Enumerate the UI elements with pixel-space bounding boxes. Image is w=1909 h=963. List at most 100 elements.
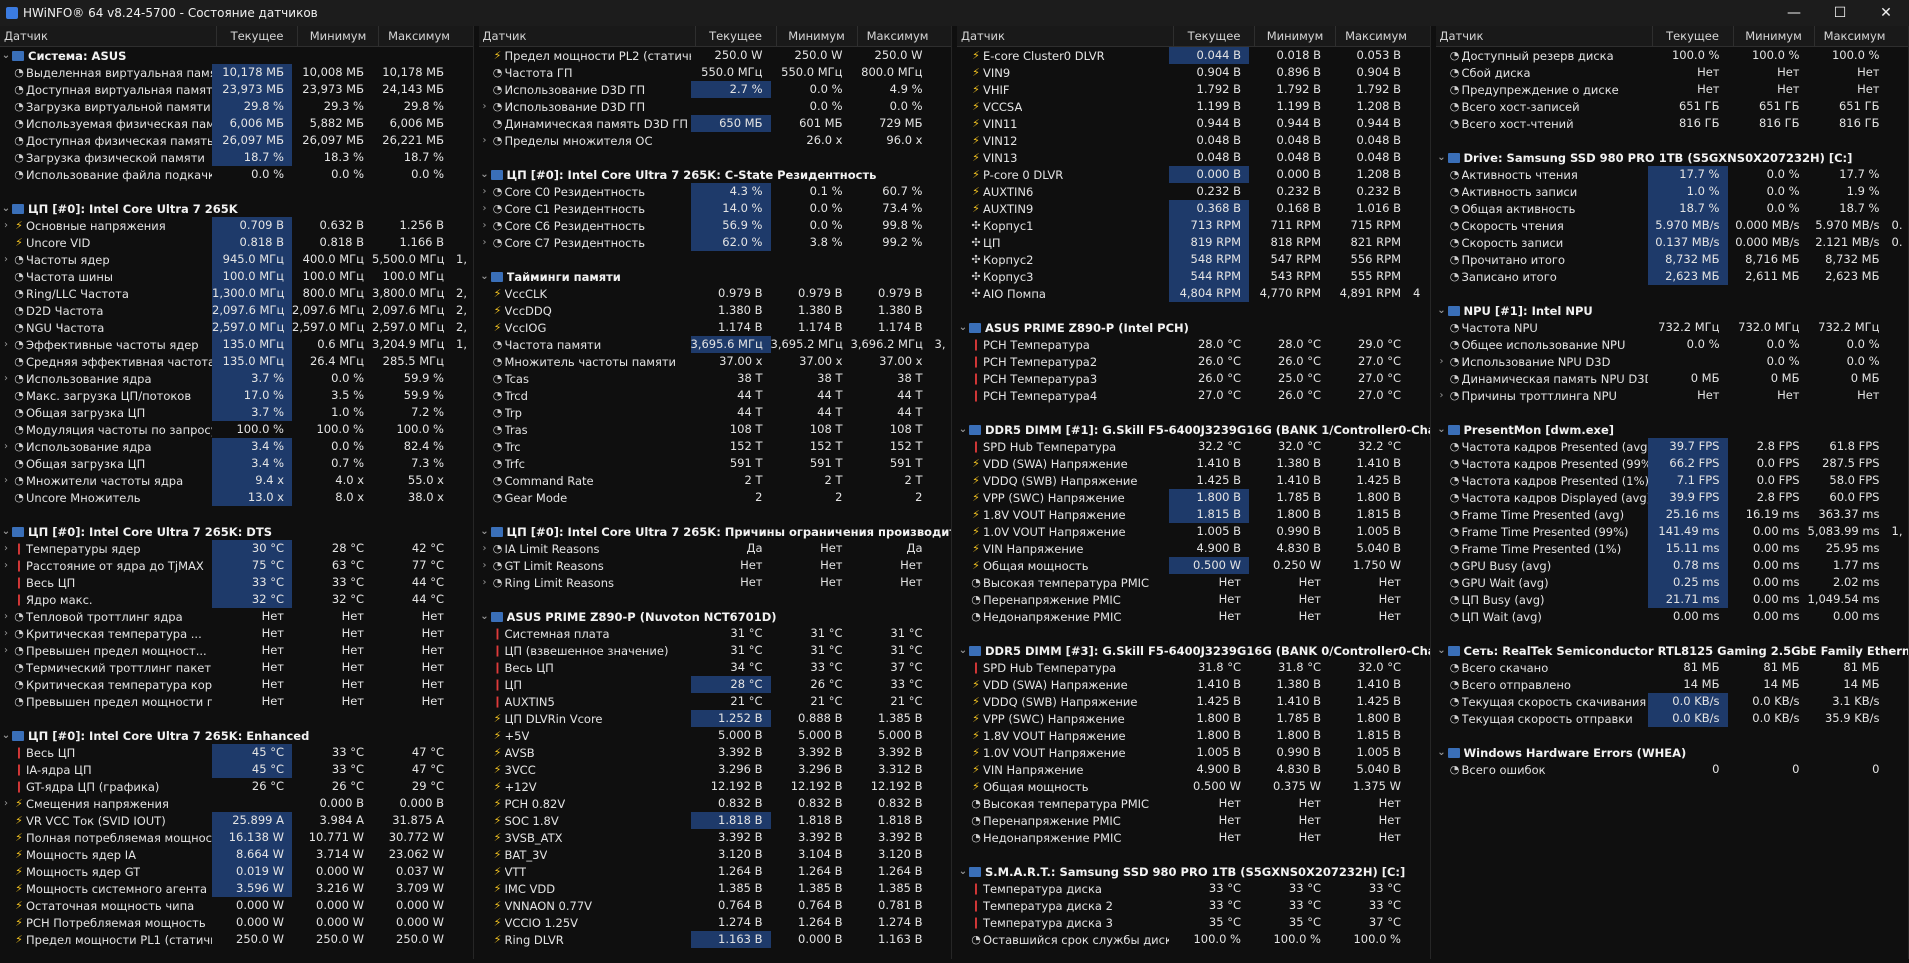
sensor-row[interactable]: ◔ Trcd 44 T 44 T 44 T [479, 387, 952, 404]
sensor-row[interactable]: ◔ Активность чтения 17.7 % 0.0 % 17.7 % [1436, 166, 1909, 183]
sensor-row[interactable]: ⚡ AUXTIN6 0.232 В 0.232 В 0.232 В [957, 183, 1430, 200]
sensor-row[interactable]: ◔ Прочитано итого 8,732 МБ 8,716 МБ 8,732 МБ [1436, 251, 1909, 268]
chevron-down-icon[interactable]: ⌄ [1437, 645, 1446, 656]
sensor-row[interactable]: ⚡ 3VCC 3.296 В 3.296 В 3.312 В [479, 761, 952, 778]
sensor-row[interactable]: ◔ ЦП Wait (avg) 0.00 ms 0.00 ms 0.00 ms [1436, 608, 1909, 625]
sensor-row[interactable]: ✣ AIO Помпа 4,804 RPM 4,770 RPM 4,891 RPM 4 [957, 285, 1430, 302]
sensor-group-header[interactable]: ⌄ ЦП [#0]: Intel Core Ultra 7 265K: C-Sta… [479, 166, 952, 183]
sensor-row[interactable]: › ◔ Использование ядра 3.4 % 0.0 % 82.4 % [0, 438, 473, 455]
sensor-row[interactable]: ⚡ 1.8V VOUT Напряжение 1.800 В 1.800 В 1.815… [957, 727, 1430, 744]
sensor-row[interactable]: ◔ Всего скачано 81 МБ 81 МБ 81 МБ [1436, 659, 1909, 676]
chevron-right-icon[interactable]: › [4, 373, 8, 384]
sensor-group-header[interactable]: ⌄ ЦП [#0]: Intel Core Ultra 7 265K: Enhan… [0, 727, 473, 744]
sensor-row[interactable]: ◔ Частота ГП 550.0 МГц 550.0 МГц 800.0 МГц [479, 64, 952, 81]
chevron-right-icon[interactable]: › [4, 798, 8, 809]
sensor-row[interactable]: ◔ Частота кадров Presented (avg) 39.7 FPS 2… [1436, 438, 1909, 455]
sensor-panel[interactable]: Датчик Текущее Минимум Максимум ◔ Доступный р… [1435, 26, 1909, 959]
column-sensor[interactable]: Датчик [1439, 29, 1484, 43]
chevron-right-icon[interactable]: › [4, 543, 8, 554]
sensor-row[interactable]: › ◔ IA Limit Reasons Да Нет Да [479, 540, 952, 557]
sensor-row[interactable]: › ◔ Использование NPU D3D 0.0 % 0.0 % [1436, 353, 1909, 370]
sensor-row[interactable]: ❙ SPD Hub Температура 32.2 °C 32.0 °C 32.2 °… [957, 438, 1430, 455]
column-max[interactable]: Максимум [1335, 26, 1416, 46]
sensor-row[interactable]: ◔ Частота памяти 3,695.6 МГц 3,695.2 МГц 3,6… [479, 336, 952, 353]
sensor-row[interactable]: ◔ Частота кадров Presented (1%) 7.1 FPS 0.0… [1436, 472, 1909, 489]
chevron-down-icon[interactable]: ⌄ [958, 866, 968, 877]
sensor-row[interactable]: ◔ Множитель частоты памяти 37.00 x 37.00 x 3… [479, 353, 952, 370]
sensor-row[interactable]: ◔ NGU Частота 2,597.0 МГц 2,597.0 МГц 2,597.… [0, 319, 473, 336]
chevron-right-icon[interactable]: › [4, 339, 8, 350]
sensor-row[interactable]: ◔ Средняя эффективная частота 135.0 МГц 26.… [0, 353, 473, 370]
sensor-row[interactable]: ◔ Доступный резерв диска 100.0 % 100.0 % 100… [1436, 47, 1909, 64]
sensor-row[interactable]: ❙ SPD Hub Температура 31.8 °C 31.8 °C 32.0 °… [957, 659, 1430, 676]
sensor-row[interactable]: ◔ GPU Wait (avg) 0.25 ms 0.00 ms 2.02 ms [1436, 574, 1909, 591]
sensor-row[interactable]: ❙ ЦП 28 °C 26 °C 33 °C [479, 676, 952, 693]
sensor-row[interactable]: ❙ Температура диска 2 33 °C 33 °C 33 °C [957, 897, 1430, 914]
sensor-row[interactable]: ◔ Частота NPU 732.2 МГц 732.0 МГц 732.2 МГц [1436, 319, 1909, 336]
sensor-row[interactable]: ❙ ЦП (взвешенное значение) 31 °C 31 °C 31 °C [479, 642, 952, 659]
sensor-group-header[interactable]: ⌄ DDR5 DIMM [#3]: G.Skill F5-6400J3239G16… [957, 642, 1430, 659]
sensor-row[interactable]: ◔ Доступная физическая память 26,097 МБ 26,… [0, 132, 473, 149]
close-button[interactable]: ✕ [1880, 5, 1892, 21]
sensor-row[interactable]: › ◔ GT Limit Reasons Нет Нет Нет [479, 557, 952, 574]
sensor-panel[interactable]: Датчик Текущее Минимум Максимум ⚡ Предел мощн… [478, 26, 952, 959]
chevron-down-icon[interactable]: ⌄ [480, 271, 489, 282]
sensor-row[interactable]: ◔ Динамическая память D3D ГП 650 МБ 601 МБ 7… [479, 115, 952, 132]
chevron-right-icon[interactable]: › [4, 441, 8, 452]
chevron-down-icon[interactable]: ⌄ [1437, 152, 1446, 163]
sensor-row[interactable]: ◔ Доступная виртуальная память 23,973 МБ 23… [0, 81, 473, 98]
sensor-group-header[interactable]: ⌄ ЦП [#0]: Intel Core Ultra 7 265K: Причи… [479, 523, 951, 540]
chevron-right-icon[interactable]: › [482, 543, 487, 554]
sensor-row[interactable]: ◔ Активность записи 1.0 % 0.0 % 1.9 % [1436, 183, 1909, 200]
sensor-row[interactable]: › ◔ Использование D3D ГП 0.0 % 0.0 % [479, 98, 952, 115]
sensor-row[interactable]: ◔ Command Rate 2 T 2 T 2 T [479, 472, 952, 489]
sensor-row[interactable]: ❙ Весь ЦП 34 °C 33 °C 37 °C [479, 659, 952, 676]
sensor-row[interactable]: ⚡ PCH 0.82V 0.832 В 0.832 В 0.832 В [479, 795, 952, 812]
sensor-row[interactable]: › ◔ Превышен предел мощност... Нет Нет Нет [0, 642, 473, 659]
sensor-row[interactable]: ⚡ VccCLK 0.979 В 0.979 В 0.979 В [479, 285, 952, 302]
chevron-right-icon[interactable]: › [1439, 356, 1444, 367]
sensor-row[interactable]: ◔ Предупреждение о диске Нет Нет Нет [1436, 81, 1909, 98]
sensor-row[interactable]: ◔ D2D Частота 2,097.6 МГц 2,097.6 МГц 2,097.… [0, 302, 473, 319]
sensor-row[interactable]: ⚡ Остаточная мощность чипа 0.000 W 0.000 W 0… [0, 897, 473, 914]
sensor-row[interactable]: › ◔ Пределы множителя ОС 26.0 x 96.0 x [479, 132, 952, 149]
chevron-right-icon[interactable]: › [4, 645, 8, 656]
chevron-right-icon[interactable]: › [4, 254, 8, 265]
sensor-row[interactable]: › ◔ Ring Limit Reasons Нет Нет Нет [479, 574, 952, 591]
sensor-row[interactable]: ⚡ E-core Cluster0 DLVR 0.044 В 0.018 В 0.053… [957, 47, 1430, 64]
sensor-group-header[interactable]: ⌄ PresentMon [dwm.exe] [1436, 421, 1909, 438]
sensor-row[interactable]: ◔ Общая загрузка ЦП 3.4 % 0.7 % 7.3 % [0, 455, 473, 472]
sensor-row[interactable]: ◔ Выделенная виртуальная память 10,178 МБ 1… [0, 64, 473, 81]
column-current[interactable]: Текущее [216, 26, 297, 46]
sensor-row[interactable]: ⚡ BAT_3V 3.120 В 3.104 В 3.120 В [479, 846, 952, 863]
sensor-row[interactable]: ✣ Корпус3 544 RPM 543 RPM 555 RPM [957, 268, 1430, 285]
sensor-row[interactable]: ⚡ VDD (SWA) Напряжение 1.410 В 1.380 В 1.410… [957, 455, 1430, 472]
sensor-row[interactable]: ◔ Ring/LLC Частота 1,300.0 МГц 800.0 МГц 3,8… [0, 285, 473, 302]
sensor-row[interactable]: › ◔ Причины троттлинга NPU Нет Нет Нет [1436, 387, 1909, 404]
sensor-row[interactable]: ⚡ +12V 12.192 В 12.192 В 12.192 В [479, 778, 952, 795]
column-min[interactable]: Минимум [1254, 26, 1335, 46]
sensor-row[interactable]: ◔ Перенапряжение PMIC Нет Нет Нет [957, 812, 1430, 829]
chevron-right-icon[interactable]: › [482, 560, 487, 571]
sensor-row[interactable]: ⚡ AVSB 3.392 В 3.392 В 3.392 В [479, 744, 952, 761]
chevron-down-icon[interactable]: ⌄ [1437, 424, 1446, 435]
sensor-row[interactable]: ❙ Системная плата 31 °C 31 °C 31 °C [479, 625, 952, 642]
sensor-row[interactable]: › ◔ Множители частоты ядра 9.4 x 4.0 x 55.0 x [0, 472, 473, 489]
sensor-row[interactable]: › ⚡ Смещения напряжения 0.000 В 0.000 В [0, 795, 473, 812]
sensor-row[interactable]: ◔ Текущая скорость скачивания 0.0 KB/s 0.0 … [1436, 693, 1909, 710]
sensor-row[interactable]: ◔ Оставшийся срок службы диска 100.0 % 100.… [957, 931, 1430, 948]
sensor-row[interactable]: ⚡ VIN12 0.048 В 0.048 В 0.048 В [957, 132, 1430, 149]
sensor-row[interactable]: ⚡ VccIOG 1.174 В 1.174 В 1.174 В [479, 319, 952, 336]
sensor-row[interactable]: › ⚡ Основные напряжения 0.709 В 0.632 В 1.256… [0, 217, 473, 234]
sensor-row[interactable]: ❙ Температура диска 3 35 °C 35 °C 37 °C [957, 914, 1430, 931]
column-min[interactable]: Минимум [775, 26, 857, 46]
sensor-row[interactable]: ⚡ +5V 5.000 В 5.000 В 5.000 В [479, 727, 952, 744]
minimize-button[interactable]: — [1787, 5, 1801, 21]
sensor-row[interactable]: ⚡ VIN Напряжение 4.900 В 4.830 В 5.040 В [957, 761, 1430, 778]
sensor-row[interactable]: ⚡ Ring DLVR 1.163 В 0.000 В 1.163 В [479, 931, 952, 948]
chevron-down-icon[interactable]: ⌄ [480, 611, 489, 622]
sensor-row[interactable]: ◔ Frame Time Presented (99%) 141.49 ms 0.00… [1436, 523, 1909, 540]
sensor-row[interactable]: ◔ Tras 108 T 108 T 108 T [479, 421, 952, 438]
sensor-row[interactable]: ⚡ VR VCC Ток (SVID IOUT) 25.899 A 3.984 A 31… [0, 812, 473, 829]
sensor-row[interactable]: ◔ Gear Mode 2 2 2 [479, 489, 952, 506]
